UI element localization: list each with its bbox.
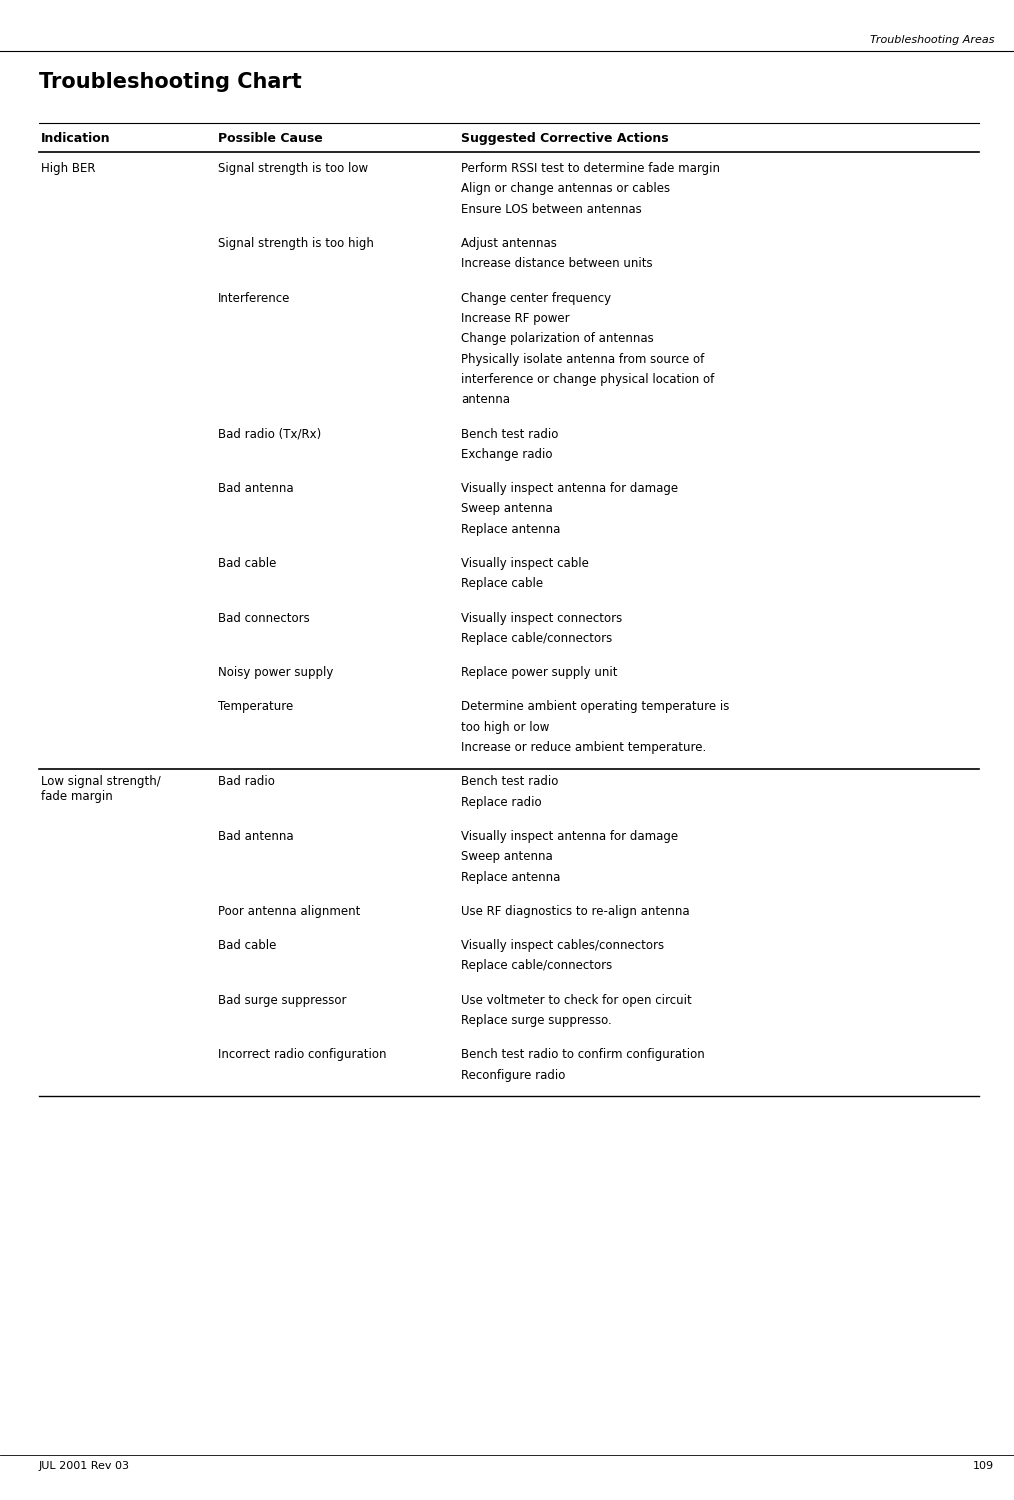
- Text: Increase or reduce ambient temperature.: Increase or reduce ambient temperature.: [461, 741, 707, 754]
- Text: Visually inspect antenna for damage: Visually inspect antenna for damage: [461, 830, 678, 843]
- Text: Change polarization of antennas: Change polarization of antennas: [461, 332, 654, 345]
- Text: Bench test radio: Bench test radio: [461, 776, 559, 789]
- Text: Bench test radio to confirm configuration: Bench test radio to confirm configuratio…: [461, 1048, 705, 1062]
- Text: Bad connectors: Bad connectors: [218, 612, 309, 624]
- Text: 109: 109: [972, 1461, 994, 1472]
- Text: Noisy power supply: Noisy power supply: [218, 666, 334, 680]
- Text: Replace cable/connectors: Replace cable/connectors: [461, 632, 612, 645]
- Text: Replace power supply unit: Replace power supply unit: [461, 666, 618, 680]
- Text: Determine ambient operating temperature is: Determine ambient operating temperature …: [461, 700, 730, 714]
- Text: Indication: Indication: [41, 132, 111, 146]
- Text: Visually inspect cables/connectors: Visually inspect cables/connectors: [461, 939, 664, 952]
- Text: Change center frequency: Change center frequency: [461, 291, 611, 304]
- Text: Bench test radio: Bench test radio: [461, 427, 559, 441]
- Text: Replace cable: Replace cable: [461, 578, 544, 591]
- Text: Bad cable: Bad cable: [218, 556, 277, 570]
- Text: Bad cable: Bad cable: [218, 939, 277, 952]
- Text: Low signal strength/
fade margin: Low signal strength/ fade margin: [41, 776, 160, 804]
- Text: Use RF diagnostics to re-align antenna: Use RF diagnostics to re-align antenna: [461, 904, 690, 918]
- Text: Reconfigure radio: Reconfigure radio: [461, 1068, 566, 1082]
- Text: Bad surge suppressor: Bad surge suppressor: [218, 993, 347, 1006]
- Text: too high or low: too high or low: [461, 722, 550, 734]
- Text: Troubleshooting Areas: Troubleshooting Areas: [869, 34, 994, 45]
- Text: interference or change physical location of: interference or change physical location…: [461, 374, 715, 386]
- Text: Interference: Interference: [218, 291, 290, 304]
- Text: Increase RF power: Increase RF power: [461, 312, 570, 326]
- Text: Exchange radio: Exchange radio: [461, 448, 553, 460]
- Text: Adjust antennas: Adjust antennas: [461, 237, 558, 250]
- Text: Poor antenna alignment: Poor antenna alignment: [218, 904, 360, 918]
- Text: Troubleshooting Chart: Troubleshooting Chart: [39, 72, 301, 92]
- Text: Visually inspect cable: Visually inspect cable: [461, 556, 589, 570]
- Text: Incorrect radio configuration: Incorrect radio configuration: [218, 1048, 386, 1062]
- Text: Sweep antenna: Sweep antenna: [461, 503, 553, 516]
- Text: Use voltmeter to check for open circuit: Use voltmeter to check for open circuit: [461, 993, 693, 1006]
- Text: Replace antenna: Replace antenna: [461, 524, 561, 536]
- Text: Signal strength is too low: Signal strength is too low: [218, 162, 368, 176]
- Text: JUL 2001 Rev 03: JUL 2001 Rev 03: [39, 1461, 130, 1472]
- Text: Visually inspect antenna for damage: Visually inspect antenna for damage: [461, 482, 678, 495]
- Text: Replace antenna: Replace antenna: [461, 870, 561, 883]
- Text: Suggested Corrective Actions: Suggested Corrective Actions: [461, 132, 669, 146]
- Text: Replace cable/connectors: Replace cable/connectors: [461, 960, 612, 972]
- Text: Bad radio (Tx/Rx): Bad radio (Tx/Rx): [218, 427, 321, 441]
- Text: Visually inspect connectors: Visually inspect connectors: [461, 612, 623, 624]
- Text: Temperature: Temperature: [218, 700, 293, 714]
- Text: Replace radio: Replace radio: [461, 795, 542, 808]
- Text: Sweep antenna: Sweep antenna: [461, 850, 553, 864]
- Text: antenna: antenna: [461, 393, 510, 406]
- Text: Perform RSSI test to determine fade margin: Perform RSSI test to determine fade marg…: [461, 162, 720, 176]
- Text: Ensure LOS between antennas: Ensure LOS between antennas: [461, 202, 642, 216]
- Text: Physically isolate antenna from source of: Physically isolate antenna from source o…: [461, 352, 705, 366]
- Text: Bad radio: Bad radio: [218, 776, 275, 789]
- Text: Increase distance between units: Increase distance between units: [461, 258, 653, 270]
- Text: Bad antenna: Bad antenna: [218, 830, 294, 843]
- Text: Align or change antennas or cables: Align or change antennas or cables: [461, 183, 670, 195]
- Text: Possible Cause: Possible Cause: [218, 132, 322, 146]
- Text: High BER: High BER: [41, 162, 95, 176]
- Text: Signal strength is too high: Signal strength is too high: [218, 237, 374, 250]
- Text: Bad antenna: Bad antenna: [218, 482, 294, 495]
- Text: Replace surge suppresso.: Replace surge suppresso.: [461, 1014, 612, 1028]
